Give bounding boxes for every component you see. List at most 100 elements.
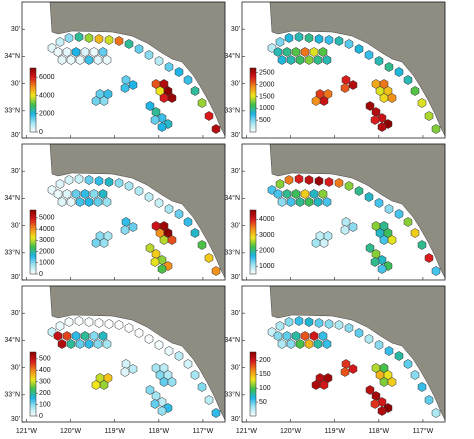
grid-cell — [211, 124, 221, 134]
colorbar-segment — [250, 360, 256, 362]
grid-cell — [74, 174, 84, 184]
grid-cell — [94, 34, 104, 44]
colorbar-segment — [30, 374, 36, 377]
grid-cell — [379, 377, 389, 387]
colorbar-segment — [250, 77, 256, 80]
grid-cell — [91, 380, 101, 390]
x-tick-label: 117°W — [413, 427, 434, 435]
colorbar-segment — [30, 87, 36, 90]
colorbar-segment — [30, 408, 36, 410]
grid-cell — [324, 177, 334, 187]
grid-cell — [53, 189, 63, 199]
grid-cell — [91, 96, 101, 106]
grid-cell — [344, 181, 354, 191]
colorbar-segment — [30, 210, 36, 212]
panel-frame — [241, 285, 446, 423]
y-tick-label: 34°N — [224, 336, 240, 344]
colorbar-segment — [30, 95, 36, 98]
colorbar-segment — [30, 246, 36, 249]
grid-cell — [94, 176, 104, 186]
panel-frame — [241, 143, 446, 281]
grid-cell — [365, 385, 375, 395]
colorbar-segment — [250, 232, 256, 235]
grid-cell — [275, 37, 285, 47]
grid-cell — [348, 364, 358, 374]
colorbar-label: 4000 — [39, 226, 55, 233]
colorbar-label: 1000 — [39, 260, 55, 267]
grid-cell — [53, 47, 63, 57]
colorbar-segment — [250, 353, 256, 356]
grid-cell — [304, 317, 314, 327]
colorbar-label: 200 — [39, 390, 51, 397]
colorbar-segment — [30, 358, 36, 361]
colorbar-segment — [250, 272, 256, 275]
grid-cell — [89, 189, 99, 199]
colorbar-segment — [250, 250, 256, 252]
colorbar-segment — [250, 216, 256, 219]
colorbar-segment — [250, 248, 256, 251]
colorbar-segment — [30, 88, 36, 91]
colorbar-segment — [30, 216, 36, 219]
grid-cell — [120, 83, 130, 93]
colorbar-segment — [30, 409, 36, 412]
colorbar-segment — [30, 369, 36, 372]
colorbar-segment — [30, 130, 36, 133]
grid-cell — [377, 122, 387, 132]
grid-cell — [387, 93, 397, 103]
grid-cell — [128, 222, 138, 232]
grid-cell — [313, 197, 323, 207]
grid-cell — [124, 181, 134, 191]
grid-cell — [319, 96, 329, 106]
grid-cell — [154, 56, 164, 66]
grid-cell — [348, 80, 358, 90]
grid-cell — [314, 176, 324, 186]
colorbar-frame — [29, 67, 37, 133]
grid-cell — [309, 47, 319, 57]
x-tick-label: 117°W — [193, 427, 214, 435]
x-tick-label: 121°W — [16, 427, 37, 435]
y-tick-label: 30' — [231, 274, 240, 281]
colorbar-segment — [250, 372, 256, 375]
grid-cell — [93, 197, 103, 207]
colorbar-segment — [30, 380, 36, 383]
colorbar-segment — [30, 266, 36, 268]
colorbar-segment — [250, 88, 256, 91]
colorbar-segment — [30, 72, 36, 75]
grid-cell — [114, 36, 124, 46]
grid-cell — [417, 98, 427, 108]
colorbar-segment — [250, 368, 256, 370]
grid-cell — [322, 55, 332, 65]
colorbar-segment — [250, 261, 256, 264]
grid-cell — [167, 235, 177, 245]
colorbar-segment — [250, 364, 256, 367]
grid-cell — [114, 178, 124, 188]
colorbar-segment — [250, 414, 256, 417]
colorbar-segment — [30, 401, 36, 404]
colorbar-segment — [30, 377, 36, 380]
colorbar-segment — [250, 246, 256, 249]
colorbar-segment — [30, 243, 36, 246]
colorbar-segment — [250, 230, 256, 233]
grid-cell — [80, 331, 90, 341]
colorbar-segment — [250, 270, 256, 273]
colorbar-segment — [250, 74, 256, 77]
colorbar-segment — [30, 240, 36, 243]
grid-cell — [157, 264, 167, 274]
grid-cell — [98, 331, 108, 341]
colorbar-segment — [30, 222, 36, 225]
y-tick-label: 30' — [231, 310, 240, 317]
colorbar-segment — [30, 224, 36, 227]
colorbar-segment — [250, 245, 256, 248]
grid-cell — [311, 96, 321, 106]
grid-cell — [99, 238, 109, 248]
grid-cell — [150, 257, 160, 267]
colorbar-segment — [30, 258, 36, 260]
grid-cell — [334, 320, 344, 330]
colorbar-segment — [250, 404, 256, 407]
colorbar-segment — [30, 404, 36, 407]
grid-cell — [377, 406, 387, 416]
colorbar-segment — [30, 356, 36, 359]
grid-cell — [387, 235, 397, 245]
colorbar-segment — [250, 100, 256, 102]
